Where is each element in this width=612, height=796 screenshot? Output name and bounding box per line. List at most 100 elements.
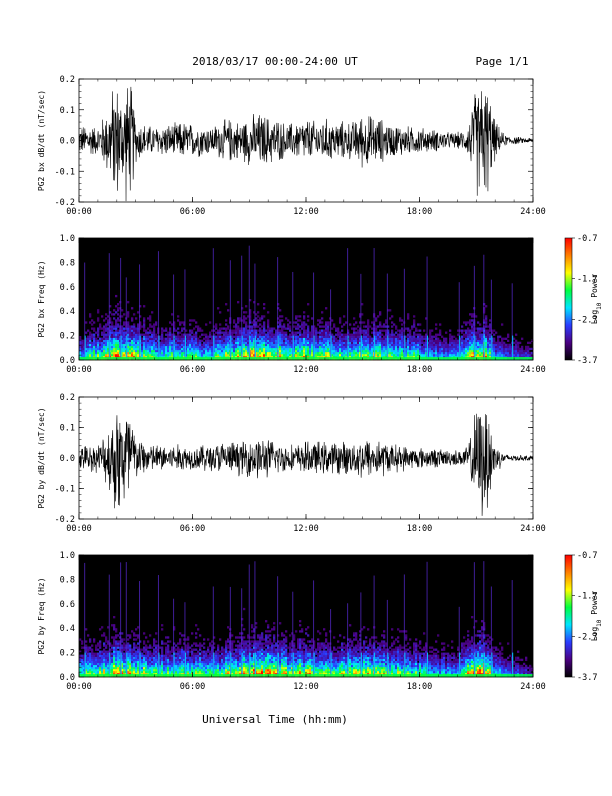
spectrogram-cell — [149, 667, 151, 669]
spectrogram-cell — [81, 669, 83, 671]
spectrogram-cell — [227, 354, 229, 356]
spectrogram-cell — [323, 344, 325, 346]
spectrogram-cell — [465, 344, 467, 346]
spectrogram-cell — [129, 348, 131, 350]
spectrogram-cell — [219, 354, 221, 356]
spectrogram-cell — [101, 659, 103, 661]
spectrogram-cell — [243, 319, 245, 321]
spectrogram-cell — [295, 336, 297, 338]
spectrogram-cell — [175, 657, 177, 659]
spectrogram-cell — [143, 350, 145, 352]
spectrogram-cell — [189, 348, 191, 350]
spectrogram-cell — [99, 350, 101, 352]
spectrogram-cell — [221, 348, 223, 350]
spectrogram-cell — [433, 348, 435, 350]
spectrogram-cell — [383, 352, 385, 354]
spectrogram-cell — [467, 346, 469, 348]
spectrogram-cell — [497, 336, 499, 338]
spectrogram-cell — [407, 342, 409, 344]
spectrogram-cell — [169, 655, 171, 657]
spectrogram-cell — [429, 340, 431, 342]
spectrogram-cell — [303, 342, 305, 344]
spectrogram-cell — [339, 340, 341, 342]
spectrogram-cell — [137, 348, 139, 350]
spectrogram-cell — [131, 669, 133, 671]
spectrogram-cell — [267, 354, 269, 356]
spectrogram-cell — [115, 661, 117, 663]
spectrogram-cell — [191, 657, 193, 659]
spectrogram-cell — [407, 330, 409, 332]
spectrogram-cell — [97, 348, 99, 350]
spectrogram-cell — [477, 332, 479, 334]
spectrogram-cell — [89, 342, 91, 344]
spectrogram-cell — [243, 317, 245, 319]
spectrogram-cell — [259, 327, 261, 329]
spectrogram-cell — [377, 342, 379, 344]
spectrogram-cell — [129, 667, 131, 669]
spectrogram-cell — [137, 649, 139, 651]
spectrogram-cell — [479, 352, 481, 354]
spectrogram-cell — [413, 344, 415, 346]
colorbar-label: Log10 Power — [590, 274, 603, 325]
spectrogram-cell — [161, 665, 163, 667]
spectrogram-cell — [275, 342, 277, 344]
spectrogram-cell — [245, 325, 247, 327]
spectrogram-cell — [91, 671, 93, 673]
spectrogram-cell — [439, 344, 441, 346]
spectrogram-cell — [129, 663, 131, 665]
spectrogram-cell — [423, 330, 425, 332]
spectrogram-cell — [129, 344, 131, 346]
spectrogram-cell — [461, 325, 463, 327]
spectrogram-cell — [391, 330, 393, 332]
spectrogram-cell — [121, 315, 123, 317]
spectrogram-cell — [137, 663, 139, 665]
spectrogram-cell — [263, 327, 265, 329]
spectrogram-cell — [437, 348, 439, 350]
spectrogram-cell — [143, 655, 145, 657]
spectrogram-cell — [197, 352, 199, 354]
spectrogram-cell — [117, 332, 119, 334]
spectrogram-cell — [299, 340, 301, 342]
spectrogram-cell — [135, 669, 137, 671]
spectrogram-cell — [337, 327, 339, 329]
spectrogram-cell — [367, 340, 369, 342]
spectrogram-cell — [449, 334, 451, 336]
spectrogram-cell — [115, 630, 117, 632]
spectrogram-cell — [171, 350, 173, 352]
spectrogram-cell — [317, 350, 319, 352]
spectrogram-cell — [137, 350, 139, 352]
spectrogram-cell — [367, 352, 369, 354]
spectrogram-cell — [239, 338, 241, 340]
y-tick-label: 0.0 — [60, 454, 75, 464]
spectrogram-cell — [529, 348, 531, 350]
spectrogram-cell — [143, 342, 145, 344]
spectrogram-cell — [357, 342, 359, 344]
spectrogram-cell — [151, 671, 153, 673]
spectrogram-cell — [259, 344, 261, 346]
spectrogram-cell — [209, 354, 211, 356]
spectrogram-cell — [321, 330, 323, 332]
spectrogram-cell — [89, 344, 91, 346]
spectrogram-cell — [401, 323, 403, 325]
spectrogram-cell — [351, 354, 353, 356]
spectrogram-cell — [363, 344, 365, 346]
spectrogram-cell — [289, 350, 291, 352]
spectrogram-cell — [383, 346, 385, 348]
spectrogram-cell — [123, 642, 125, 644]
spectrogram-cell — [453, 348, 455, 350]
spectrogram-cell — [303, 315, 305, 317]
spectrogram-cell — [189, 667, 191, 669]
spectrogram-cell — [413, 346, 415, 348]
spectrogram-cell — [371, 344, 373, 346]
spectrogram-cell — [271, 336, 273, 338]
spectrogram-cell — [243, 330, 245, 332]
spectrogram-cell — [469, 338, 471, 340]
spectrogram-cell — [439, 354, 441, 356]
spectrogram-cell — [133, 330, 135, 332]
spectrogram-cell — [199, 647, 201, 649]
spectrogram-cell — [197, 354, 199, 356]
spectrogram-cell — [203, 344, 205, 346]
spectrogram-cell — [179, 655, 181, 657]
spectrogram-cell — [93, 657, 95, 659]
spectrogram-cell — [237, 348, 239, 350]
